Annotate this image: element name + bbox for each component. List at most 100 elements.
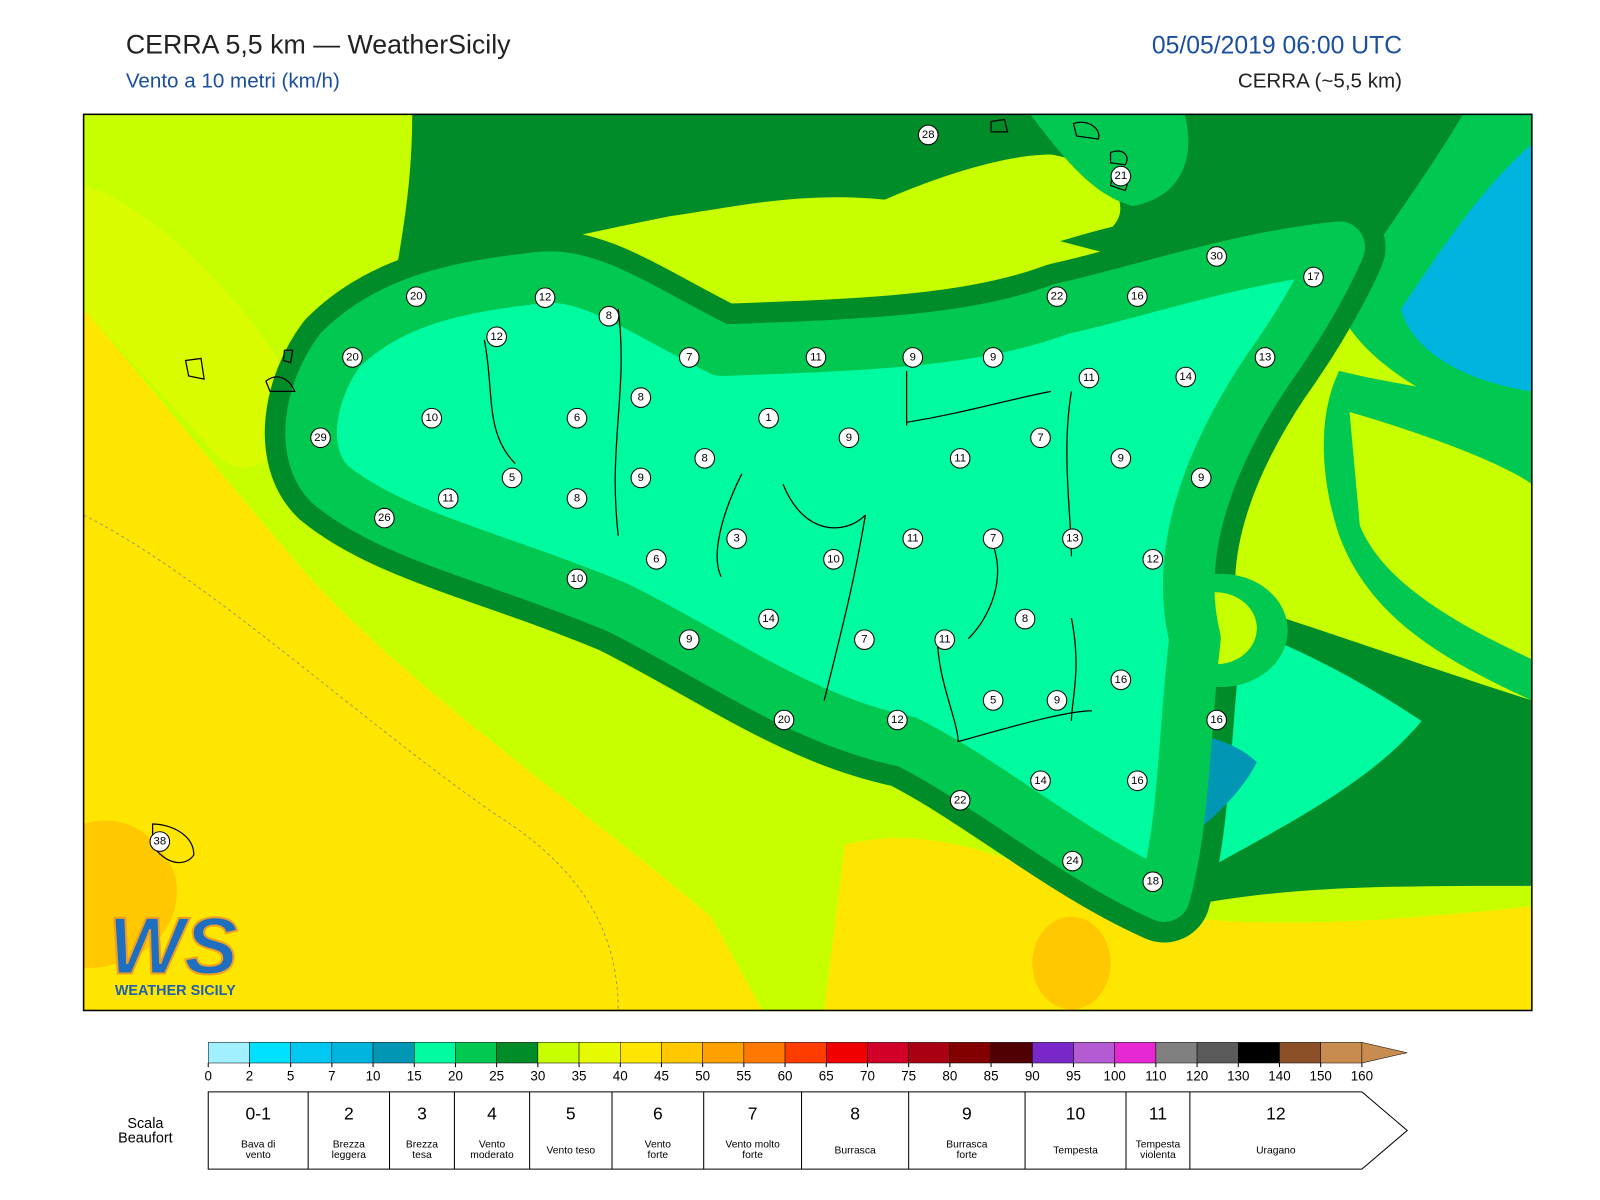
colorbar-swatch: [290, 1042, 333, 1064]
station-marker: [838, 427, 860, 449]
station-marker: [678, 629, 700, 650]
station-value: 26: [378, 512, 391, 524]
station-marker: [1127, 770, 1148, 792]
colorbar-swatch: [949, 1042, 992, 1064]
colorbar-swatch: [619, 1042, 662, 1064]
station-value: 11: [939, 634, 951, 646]
colorbar-tick-label: 150: [1310, 1069, 1332, 1084]
station-marker: [486, 326, 507, 348]
beaufort-force: 7: [748, 1104, 758, 1124]
station-marker: [1175, 366, 1197, 388]
station-value: 30: [1210, 250, 1223, 262]
station-value: 8: [574, 493, 580, 505]
station-value: 14: [1034, 775, 1047, 787]
station-marker: [1014, 608, 1036, 630]
colorbar-swatch: [496, 1042, 539, 1064]
station-value: 14: [1179, 371, 1192, 383]
station-value: 20: [410, 291, 423, 303]
station-value: 3: [733, 533, 739, 545]
station-marker: [566, 488, 588, 509]
station-marker: [773, 709, 795, 731]
colorbar-swatch: [1032, 1042, 1074, 1064]
beaufort-name: Vento: [479, 1139, 506, 1150]
beaufort-name: violenta: [1140, 1150, 1176, 1161]
station-value: 24: [1066, 855, 1079, 867]
station-value: 6: [574, 412, 580, 424]
station-value: 21: [1115, 170, 1128, 182]
station-marker: [630, 467, 652, 489]
beaufort-force: 8: [850, 1104, 860, 1124]
beaufort-name: Brezza: [406, 1139, 438, 1150]
station-value: 10: [827, 553, 840, 565]
colorbar-swatch: [413, 1042, 456, 1064]
station-value: 9: [846, 432, 852, 444]
station-value: 7: [861, 634, 867, 646]
station-marker: [917, 124, 939, 146]
station-value: 12: [539, 292, 552, 304]
beaufort-name: vento: [246, 1150, 271, 1161]
station-value: 12: [490, 331, 503, 343]
station-marker: [902, 528, 924, 550]
station-value: 11: [907, 533, 919, 545]
station-marker: [310, 427, 331, 449]
station-value: 9: [990, 351, 996, 363]
colorbar-tick-label: 85: [984, 1069, 999, 1084]
station-marker: [949, 790, 971, 811]
station-value: 9: [686, 634, 692, 646]
colorbar-tick-label: 20: [448, 1069, 463, 1084]
logo-mark: WS: [109, 901, 238, 991]
colorbar-tick-label: 70: [860, 1069, 875, 1084]
colorbar-swatch: [1320, 1042, 1363, 1064]
station-marker: [421, 407, 443, 429]
colorbar-swatch: [249, 1042, 291, 1064]
colorbar-tick-label: 95: [1066, 1069, 1081, 1084]
station-value: 12: [891, 714, 904, 726]
colorbar-swatch: [826, 1042, 868, 1064]
station-value: 11: [1083, 372, 1095, 384]
station-value: 12: [1146, 553, 1159, 565]
beaufort-name: Uragano: [1256, 1146, 1296, 1157]
colorbar-swatch: [1073, 1042, 1115, 1064]
wind-field: [83, 114, 1532, 1011]
colorbar-swatch: [1155, 1042, 1198, 1064]
station-marker: [374, 507, 395, 529]
station-marker: [1062, 850, 1083, 872]
colorbar: 0 2 5 7 10 15 20 25 30 35 40 45 50 55 60 65 70 75 80 85 90 95…: [205, 1042, 1408, 1084]
station-marker: [949, 448, 971, 469]
colorbar-tick-label: 45: [654, 1069, 669, 1084]
station-value: 16: [1131, 775, 1144, 787]
logo: WS WEATHER SICILY: [107, 900, 238, 999]
beaufort-name: leggera: [332, 1150, 367, 1161]
station-marker: [1110, 669, 1132, 691]
colorbar-tick-label: 60: [778, 1069, 793, 1084]
model-name: CERRA (~5,5 km): [1238, 70, 1402, 93]
station-marker: [887, 709, 908, 731]
station-marker: [805, 347, 827, 368]
station-value: 9: [1118, 452, 1124, 464]
beaufort-force: 12: [1266, 1104, 1285, 1124]
station-marker: [630, 387, 652, 408]
station-value: 9: [1198, 472, 1204, 484]
beaufort-name: Bava di: [241, 1139, 275, 1150]
station-value: 1: [765, 412, 771, 424]
colorbar-swatch: [207, 1042, 250, 1064]
colorbar-tick-label: 120: [1186, 1069, 1208, 1084]
station-value: 10: [571, 573, 584, 585]
colorbar-swatch: [702, 1042, 745, 1064]
station-value: 10: [425, 412, 438, 424]
colorbar-tick-label: 35: [572, 1069, 587, 1084]
station-marker: [1127, 286, 1148, 307]
colorbar-tick-label: 25: [489, 1069, 504, 1084]
station-value: 22: [1051, 291, 1064, 303]
title: CERRA 5,5 km — WeatherSicily: [126, 30, 511, 60]
station-marker: [1046, 690, 1068, 711]
beaufort-name: tesa: [412, 1150, 432, 1161]
station-marker: [1110, 448, 1132, 469]
beaufort-name: Brezza: [333, 1139, 365, 1150]
colorbar-swatch: [908, 1042, 951, 1064]
colorbar-tick-label: 65: [819, 1069, 834, 1084]
station-value: 8: [638, 392, 644, 404]
colorbar-tick-label: 30: [530, 1069, 545, 1084]
